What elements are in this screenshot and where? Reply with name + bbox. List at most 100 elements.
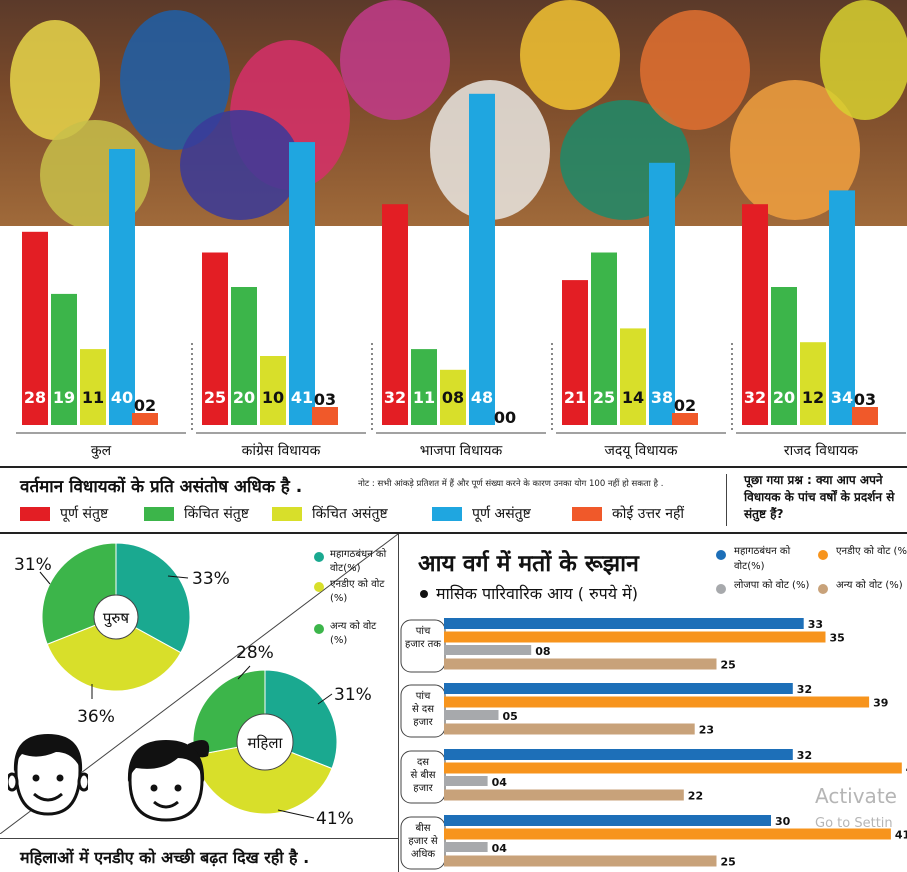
- gender-pie-charts: पुरुष 33% 36% 31% महिला 31% 41% 28%: [14, 542, 372, 829]
- pie-legend-dot: [314, 552, 324, 562]
- income-bar: [444, 723, 695, 735]
- income-category-label: हजार से: [408, 835, 438, 847]
- bar-5: [852, 407, 878, 425]
- income-bar-value: 22: [688, 790, 703, 803]
- legend-label: पूर्ण संतुष्ट: [60, 506, 109, 522]
- divider: [0, 466, 907, 468]
- pie-leader-line: [167, 575, 189, 579]
- bar-chart-note: नोट : सभी आंकड़े प्रतिशत में हैं और पूर्…: [358, 479, 664, 489]
- bar-value-label: 03: [314, 390, 336, 409]
- income-bar: [444, 645, 532, 655]
- bar-value-label: 32: [384, 388, 406, 407]
- section-divider: [398, 534, 399, 872]
- legend-label: किंचित संतुष्ट: [184, 506, 249, 522]
- pie-legend-label: एनडीए को वोट (%): [330, 579, 385, 604]
- income-legend-label: एनडीए को वोट (%): [836, 546, 907, 557]
- legend-swatch: [20, 507, 50, 521]
- bar-value-label: 25: [593, 388, 615, 407]
- bottom-divider: [0, 532, 907, 534]
- income-category-label: हजार तक: [405, 639, 441, 650]
- income-bar: [444, 618, 804, 629]
- income-bar-value: 39: [873, 697, 888, 710]
- bar-5: [672, 413, 698, 425]
- income-bar: [444, 683, 793, 694]
- income-bar-value: 04: [492, 842, 508, 855]
- income-bar: [444, 776, 488, 786]
- income-bar: [444, 828, 891, 840]
- income-category-label: हजार: [413, 783, 433, 794]
- income-subtitle: मासिक पारिवारिक आय ( रुपये में): [436, 584, 638, 603]
- pie-slice: [46, 616, 182, 692]
- pie-legend-dot: [314, 582, 324, 592]
- income-category-label: बीस: [415, 822, 430, 834]
- woman-face-icon: [127, 740, 210, 822]
- legend-swatch: [272, 507, 302, 521]
- income-bar-value: 25: [721, 856, 736, 869]
- bar-value-label: 34: [831, 388, 853, 407]
- bar-3: [800, 342, 826, 425]
- income-subtitle-bullet: [420, 590, 428, 598]
- bar-1: [742, 204, 768, 425]
- income-bar-value: 42: [906, 763, 907, 776]
- bar-3: [80, 349, 106, 425]
- pie-value-label: 41%: [316, 809, 354, 829]
- income-category-label: हजार: [413, 717, 433, 728]
- bar-value-label: 41: [291, 388, 313, 407]
- bar-value-label: 19: [53, 388, 75, 407]
- bar-value-label: 08: [442, 388, 464, 407]
- pie-value-label: 36%: [77, 707, 115, 727]
- income-bar-value: 32: [797, 749, 812, 762]
- income-bar: [444, 710, 499, 720]
- income-legend-label: लोजपा को वोट (%): [734, 580, 810, 591]
- income-bar-value: 33: [808, 618, 823, 631]
- bar-4: [469, 93, 495, 426]
- bar-value-label: 12: [802, 388, 824, 407]
- bar-2: [591, 252, 617, 425]
- pie-caption: महिलाओं में एनडीए को अच्छी बढ़त दिख रही …: [20, 848, 310, 867]
- bar-chart-title: वर्तमान विधायकों के प्रति असंतोष अधिक है…: [20, 477, 303, 497]
- category-label: जदयू विधायक: [605, 442, 678, 459]
- bar-3: [440, 369, 466, 425]
- income-bar: [444, 696, 870, 708]
- bar-5: [132, 413, 158, 425]
- bar-3: [260, 356, 286, 425]
- income-bar: [444, 789, 684, 801]
- category-label: भाजपा विधायक: [420, 442, 503, 459]
- pie-legend-dot: [314, 624, 324, 634]
- income-bar-value: 32: [797, 683, 812, 696]
- bar-2: [231, 287, 257, 425]
- pie-caption-divider: [0, 838, 398, 839]
- income-bar-value: 30: [775, 815, 791, 828]
- income-bar: [444, 815, 771, 826]
- income-bar-value: 05: [503, 710, 518, 723]
- income-legend-dot: [818, 550, 828, 560]
- pie-center-label: पुरुष: [103, 609, 129, 628]
- category-label: राजद विधायक: [784, 442, 858, 459]
- bar-value-label: 03: [854, 390, 876, 409]
- bar-value-label: 48: [471, 388, 493, 407]
- man-face-icon: [8, 734, 88, 816]
- bar-1: [22, 231, 48, 425]
- pie-center-label: महिला: [248, 734, 284, 752]
- income-category-label: से दस: [412, 703, 434, 715]
- pie-leader-line: [39, 571, 51, 585]
- pie-hole: [236, 713, 294, 771]
- income-category-label: से बीस: [411, 769, 436, 781]
- income-category-label: पांच: [416, 690, 431, 702]
- bar-4: [829, 190, 855, 425]
- income-bar-value: 08: [535, 645, 550, 658]
- income-bar-value: 25: [721, 659, 736, 672]
- pie-legend-label: महागठबंधन को वोट(%): [330, 549, 387, 574]
- income-legend-dot: [716, 584, 726, 594]
- income-bar: [444, 631, 826, 643]
- bar-1: [382, 204, 408, 425]
- legend-label: कोई उत्तर नहीं: [612, 506, 685, 522]
- bar-4: [109, 149, 135, 425]
- income-bar: [444, 842, 488, 852]
- bar-value-label: 32: [744, 388, 766, 407]
- income-bar-value: 35: [830, 632, 845, 645]
- activate-watermark: Activate: [815, 784, 897, 808]
- bar-value-label: 20: [773, 388, 795, 407]
- bar-5: [312, 407, 338, 425]
